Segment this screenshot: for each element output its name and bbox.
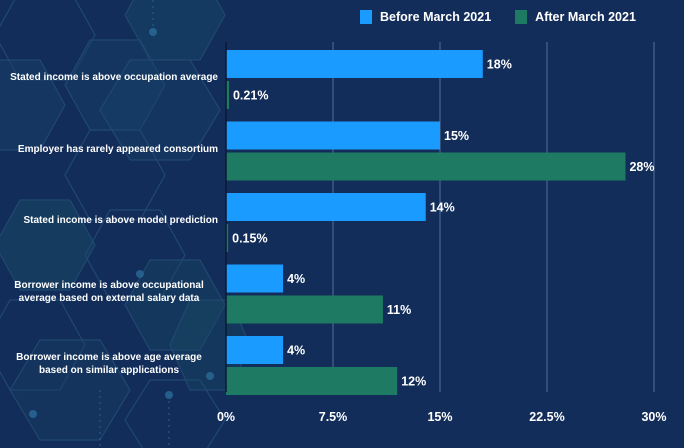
bar-before [226, 50, 483, 78]
category-label-line: average based on external salary data [18, 293, 200, 304]
data-label: 14% [430, 201, 455, 215]
legend-swatch-before [360, 10, 372, 24]
legend-label-after: After March 2021 [535, 10, 636, 24]
bar-after [226, 81, 229, 109]
category-label-line: based on similar applications [38, 364, 180, 376]
data-label: 18% [487, 58, 512, 72]
x-tick-label: 22.5% [529, 410, 564, 424]
category-label-line: Stated income is above model prediction [23, 215, 219, 226]
data-label: 15% [444, 129, 469, 143]
legend-swatch-after [515, 10, 528, 24]
bar-after [226, 295, 383, 324]
data-label: 4% [287, 344, 305, 358]
x-tick-label: 0% [217, 410, 235, 424]
category-label-line: Stated income is above occupation averag… [10, 72, 218, 83]
category-label-line: Employer has rarely appeared consortium [17, 143, 218, 155]
data-label: 12% [401, 375, 426, 389]
category-label: Stated income is above occupation averag… [0, 71, 218, 84]
x-tick-label: 15% [427, 410, 452, 424]
x-tick-label: 30% [641, 410, 666, 424]
bar-before [226, 193, 426, 221]
legend-item-after[interactable]: After March 2021 [515, 10, 636, 24]
category-label: Borrower income is above age average base… [0, 351, 218, 377]
legend-item-before[interactable]: Before March 2021 [360, 10, 491, 24]
bar-after [226, 367, 398, 395]
data-label: 28% [629, 160, 654, 174]
category-label-line: Borrower income is above age average [16, 351, 202, 363]
bar-after [226, 224, 229, 252]
data-label: 4% [287, 272, 305, 286]
bar-before [226, 264, 284, 293]
bar-before [226, 121, 440, 150]
category-label: Employer has rarely appeared consortium [0, 143, 218, 156]
data-label: 0.21% [233, 89, 268, 103]
legend: Before March 2021 After March 2021 [360, 10, 660, 24]
bar-after [226, 152, 626, 181]
x-tick-label: 7.5% [319, 410, 348, 424]
data-label: 0.15% [232, 232, 267, 246]
category-label: Borrower income is above occupational ave… [0, 279, 218, 305]
category-label-line: Borrower income is above occupational [14, 280, 204, 291]
legend-label-before: Before March 2021 [380, 10, 492, 24]
bar-before [226, 336, 284, 364]
data-label: 11% [387, 303, 411, 317]
category-label: Stated income is above model prediction [0, 214, 219, 227]
